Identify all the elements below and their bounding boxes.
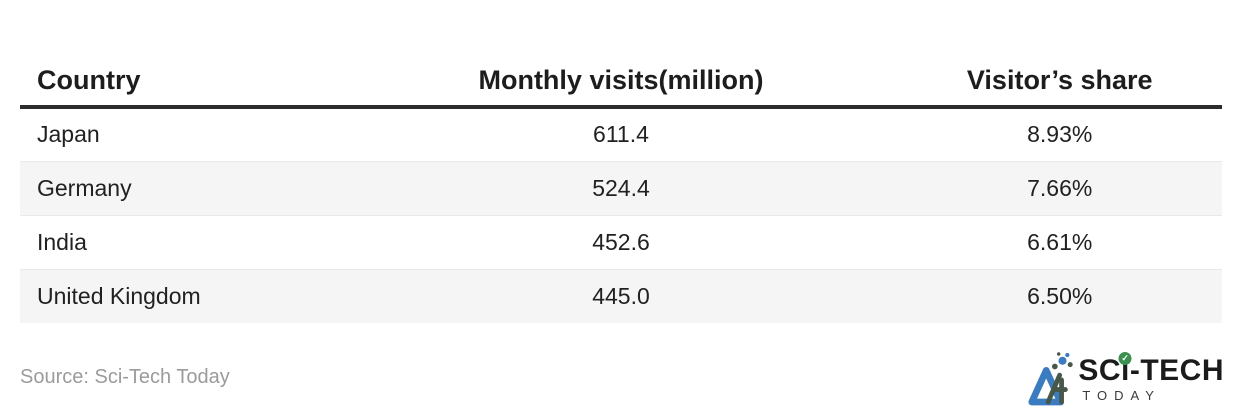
header-monthly-visits: Monthly visits(million) <box>344 55 898 109</box>
check-badge-icon: ✓ <box>1118 352 1132 366</box>
table-header-row: Country Monthly visits(million) Visitor’… <box>20 55 1222 109</box>
cell-share: 6.50% <box>1027 282 1093 309</box>
cell-country: Germany <box>37 174 132 201</box>
logo-subtext: TODAY <box>1082 387 1161 403</box>
cell-country: United Kingdom <box>37 282 201 309</box>
cell-visits: 611.4 <box>593 121 649 148</box>
logo-wordmark: SCı ✓ -TECH <box>1078 352 1224 388</box>
table-row-india: India 452.6 6.61% <box>20 215 1222 269</box>
cell-country: India <box>37 228 87 255</box>
table-row-germany: Germany 524.4 7.66% <box>20 161 1222 215</box>
header-visitor-share: Visitor’s share <box>897 55 1222 109</box>
country-visits-table: Country Monthly visits(million) Visitor’… <box>20 55 1222 323</box>
logo-text-tech: -TECH <box>1129 354 1224 388</box>
source-attribution: Source: Sci-Tech Today <box>20 366 230 388</box>
logo-text-i: ı <box>1121 354 1130 388</box>
cell-country: Japan <box>37 121 100 148</box>
cell-share: 6.61% <box>1027 228 1093 255</box>
flask-triangle-icon <box>1028 352 1074 406</box>
table-row-united-kingdom: United Kingdom 445.0 6.50% <box>20 269 1222 323</box>
cell-visits: 445.0 <box>592 282 650 309</box>
cell-share: 8.93% <box>1027 121 1093 148</box>
table-row-japan: Japan 611.4 8.93% <box>20 107 1222 161</box>
header-country: Country <box>20 55 345 109</box>
cell-share: 7.66% <box>1027 174 1093 201</box>
sci-tech-today-logo: SCı ✓ -TECH TODAY <box>1027 351 1224 407</box>
cell-visits: 452.6 <box>592 228 650 255</box>
logo-text-sc: SC <box>1078 354 1121 388</box>
cell-visits: 524.4 <box>592 174 650 201</box>
